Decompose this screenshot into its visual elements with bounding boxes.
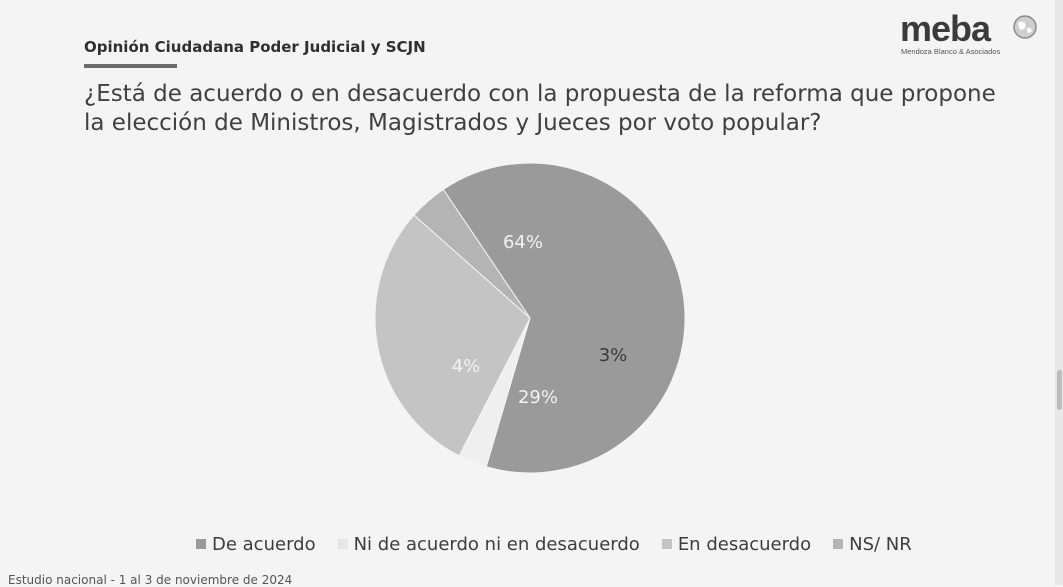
logo: meba Mendoza Blanco & Asociados: [898, 8, 1048, 60]
pie-data-label: 64%: [503, 232, 543, 253]
legend-swatch: [337, 539, 348, 549]
legend-swatch: [196, 539, 206, 549]
pie-slice-ns-nr: [413, 188, 531, 319]
globe-icon: [1013, 15, 1037, 39]
legend-item: De acuerdo: [196, 534, 316, 555]
logo-wordmark: meba: [900, 8, 991, 49]
legend-label: Ni de acuerdo ni en desacuerdo: [353, 533, 640, 555]
legend-swatch: [833, 539, 844, 549]
logo-subtitle: Mendoza Blanco & Asociados: [901, 47, 1001, 56]
legend-label: En desacuerdo: [677, 533, 812, 555]
legend-item: NS/ NR: [833, 534, 912, 555]
question-text: ¿Está de acuerdo o en desacuerdo con la …: [84, 81, 996, 136]
header-title: Opinión Ciudadana Poder Judicial y SCJN: [84, 38, 426, 56]
legend-label: NS/ NR: [849, 533, 912, 555]
legend-item: En desacuerdo: [661, 533, 812, 555]
legend-label: De acuerdo: [212, 533, 316, 555]
pie-slice-de-acuerdo: [442, 162, 686, 474]
footer-note: Estudio nacional - 1 al 3 de noviembre d…: [8, 573, 293, 587]
scrollbar-thumb[interactable]: [1057, 370, 1062, 410]
legend-swatch: [661, 539, 672, 549]
pie-data-label: 29%: [518, 387, 558, 408]
pie-slice-en-desacuerdo: [374, 214, 531, 457]
legend-item: Ni de acuerdo ni en desacuerdo: [337, 533, 640, 555]
scrollbar-track[interactable]: [1055, 0, 1063, 585]
header-underline: [84, 64, 177, 68]
chart-legend: De acuerdo Ni de acuerdo ni en desacuerdo…: [196, 532, 934, 556]
pie-data-label: 3%: [599, 345, 628, 366]
pie-data-label: 4%: [452, 356, 481, 377]
